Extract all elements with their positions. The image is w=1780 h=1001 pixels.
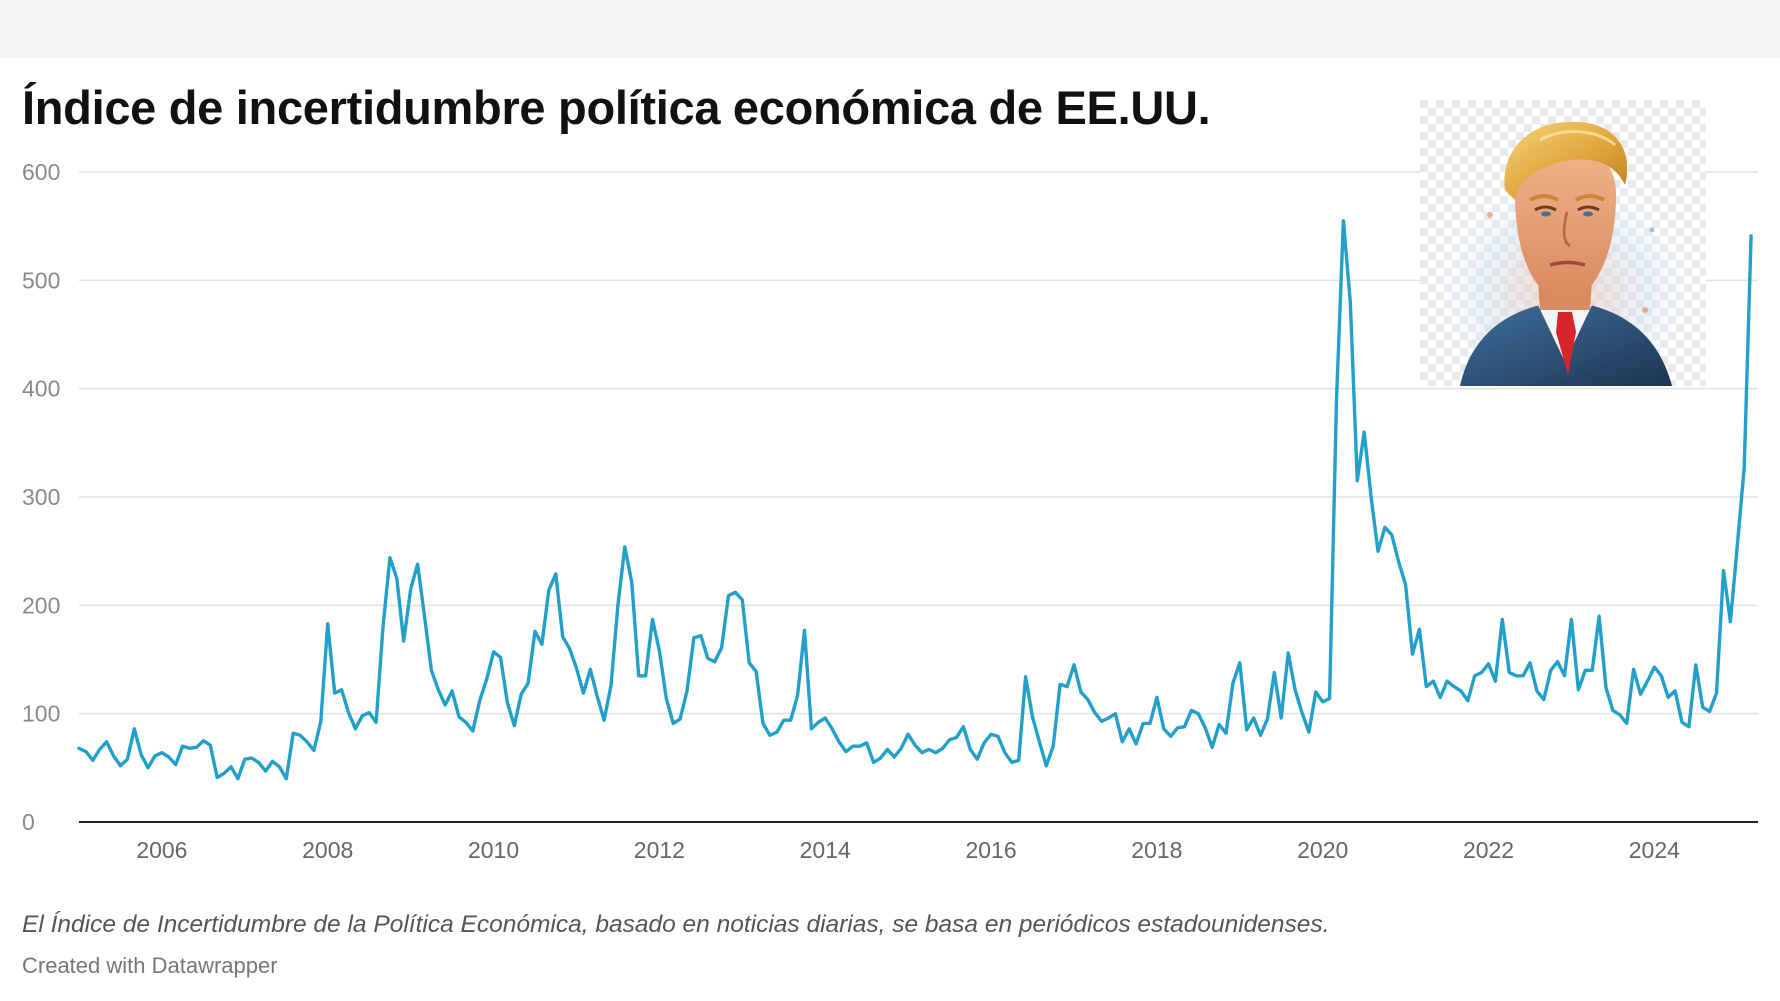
x-tick-label: 2010: [468, 837, 519, 863]
chart-title: Índice de incertidumbre política económi…: [22, 81, 1211, 134]
datawrapper-credit: Created with Datawrapper: [22, 953, 278, 978]
chart-caption: El Índice de Incertidumbre de la Polític…: [22, 911, 1330, 938]
y-tick-label: 400: [22, 376, 60, 402]
y-tick-label: 500: [22, 267, 60, 293]
x-tick-label: 2020: [1297, 837, 1348, 863]
x-tick-label: 2016: [965, 837, 1016, 863]
y-tick-label: 600: [22, 159, 60, 185]
x-tick-label: 2014: [800, 837, 851, 863]
x-tick-labels: 2006 2008 2010 2012 2014 2016 2018 2020 2022 2024: [136, 837, 1680, 863]
y-tick-label: 0: [22, 809, 35, 835]
x-tick-label: 2012: [634, 837, 685, 863]
top-background-strip: [0, 0, 1780, 58]
y-tick-label: 200: [22, 592, 60, 618]
donald-trump-watercolor-portrait: [1420, 100, 1706, 386]
y-tick-labels: 0 100 200 300 400 500 600: [22, 159, 60, 835]
x-tick-label: 2006: [136, 837, 187, 863]
series-line: [77, 219, 1753, 781]
x-tick-label: 2018: [1131, 837, 1182, 863]
x-tick-label: 2008: [302, 837, 353, 863]
y-tick-label: 300: [22, 484, 60, 510]
y-tick-label: 100: [22, 701, 60, 727]
x-tick-label: 2022: [1463, 837, 1514, 863]
x-tick-label: 2024: [1629, 837, 1680, 863]
